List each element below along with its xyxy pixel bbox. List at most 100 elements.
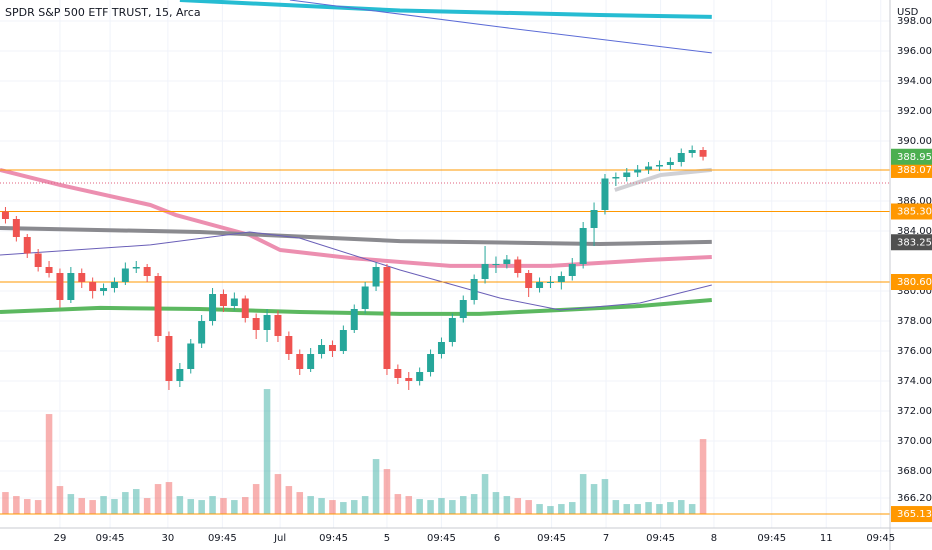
candle-body xyxy=(361,286,369,309)
candle-body xyxy=(34,253,42,267)
y-tick-label: 368.00 xyxy=(897,466,932,477)
x-tick-label: 09:45 xyxy=(208,533,237,544)
candle-body xyxy=(274,315,282,336)
candle-body xyxy=(536,282,544,288)
volume-bar xyxy=(394,494,402,515)
x-tick-label: 7 xyxy=(603,533,609,544)
candle-body xyxy=(100,288,108,291)
volume-bar xyxy=(405,496,413,515)
candle-body xyxy=(427,354,435,372)
candle-body xyxy=(394,369,402,378)
candle-body xyxy=(328,345,336,351)
axes: 398.00 396.00 394.00 392.00 390.00 386.00 384.… xyxy=(54,16,932,544)
volume-bar xyxy=(427,500,434,515)
x-tick-label: 09:45 xyxy=(427,533,456,544)
candle-body xyxy=(154,276,162,336)
moving-average xyxy=(289,0,712,54)
candle-body xyxy=(677,153,685,162)
y-tick-label: 398.00 xyxy=(897,16,932,27)
volume-bar xyxy=(340,502,347,515)
price-label: 365.13 xyxy=(897,509,932,520)
volume-bar xyxy=(154,484,162,515)
price-label-box xyxy=(891,148,932,165)
volume-bar xyxy=(231,500,238,515)
candle-body xyxy=(263,315,271,330)
candle-body xyxy=(655,165,663,167)
volume-bar xyxy=(34,500,42,515)
x-tick-label: 8 xyxy=(711,533,717,544)
candle-body xyxy=(383,267,391,369)
y-tick-label: 384.00 xyxy=(897,226,932,237)
candle-body xyxy=(645,166,653,170)
volume-bar xyxy=(111,499,118,515)
volume-bar xyxy=(514,498,522,515)
candle-body xyxy=(187,343,195,369)
price-label-box xyxy=(891,506,932,523)
volume-bar xyxy=(67,494,75,515)
candle-body xyxy=(241,298,249,318)
candle-body xyxy=(89,282,97,291)
x-tick-label: 11 xyxy=(820,533,833,544)
volume-bar xyxy=(688,504,696,515)
volume-bar xyxy=(318,498,325,515)
volume-bar xyxy=(558,504,565,515)
volume-bar xyxy=(536,504,543,515)
currency: USD xyxy=(897,7,919,18)
candle-body xyxy=(459,300,467,318)
volume-bar xyxy=(89,500,96,515)
candle-body xyxy=(1,211,9,219)
x-tick-label: 09:45 xyxy=(757,533,786,544)
volume-bar xyxy=(677,500,685,515)
candle-body xyxy=(612,177,620,179)
volume-bar xyxy=(78,498,86,515)
y-tick-label: 376.00 xyxy=(897,346,932,357)
candle-body xyxy=(198,321,206,344)
candle-body xyxy=(634,169,642,173)
candle-body xyxy=(546,282,554,283)
volume-bar xyxy=(634,504,641,515)
volume-bar xyxy=(645,502,652,515)
candle-body xyxy=(296,354,304,369)
volume-bar xyxy=(383,469,391,515)
candle-body xyxy=(219,294,227,306)
candle-body xyxy=(209,294,217,321)
volume-bar xyxy=(307,496,314,515)
candle-body xyxy=(699,150,707,157)
candle-body xyxy=(132,267,140,269)
volume-bar xyxy=(296,492,304,515)
y-tick-label: 392.00 xyxy=(897,106,932,117)
candle-body xyxy=(568,264,576,276)
volume-bar xyxy=(372,459,380,515)
volume-bar xyxy=(198,500,205,515)
volume-bar xyxy=(252,484,260,515)
volume-bar xyxy=(568,502,576,515)
candle-body xyxy=(437,342,445,354)
candle-body xyxy=(405,378,413,381)
x-tick-label: 09:45 xyxy=(537,533,566,544)
volume-bar xyxy=(623,504,631,515)
candle-body xyxy=(307,354,315,369)
volume-bar xyxy=(612,500,620,515)
x-tick-label: 5 xyxy=(384,533,390,544)
candle-body xyxy=(165,336,173,381)
price-label: 388.95 xyxy=(897,152,932,163)
candle-body xyxy=(285,336,293,354)
price-label: 383.25 xyxy=(897,237,932,248)
price-label-box xyxy=(891,161,932,178)
y-tick-label: 380.00 xyxy=(897,286,932,297)
volume-bar xyxy=(449,500,456,515)
x-tick-label: 30 xyxy=(161,533,174,544)
candle-body xyxy=(481,264,489,279)
price-label-box xyxy=(891,203,932,220)
moving-average xyxy=(0,298,712,316)
candle-body xyxy=(601,178,609,210)
x-tick-label: 09:45 xyxy=(96,533,125,544)
volume-bar xyxy=(459,496,467,515)
plot-area xyxy=(0,0,890,515)
price-label-box xyxy=(891,274,932,290)
volume-bar xyxy=(209,496,216,515)
volume-bar xyxy=(492,492,500,515)
x-tick-label: 09:45 xyxy=(866,533,895,544)
x-tick-label: 09:45 xyxy=(319,533,348,544)
volume-bar xyxy=(699,439,707,515)
